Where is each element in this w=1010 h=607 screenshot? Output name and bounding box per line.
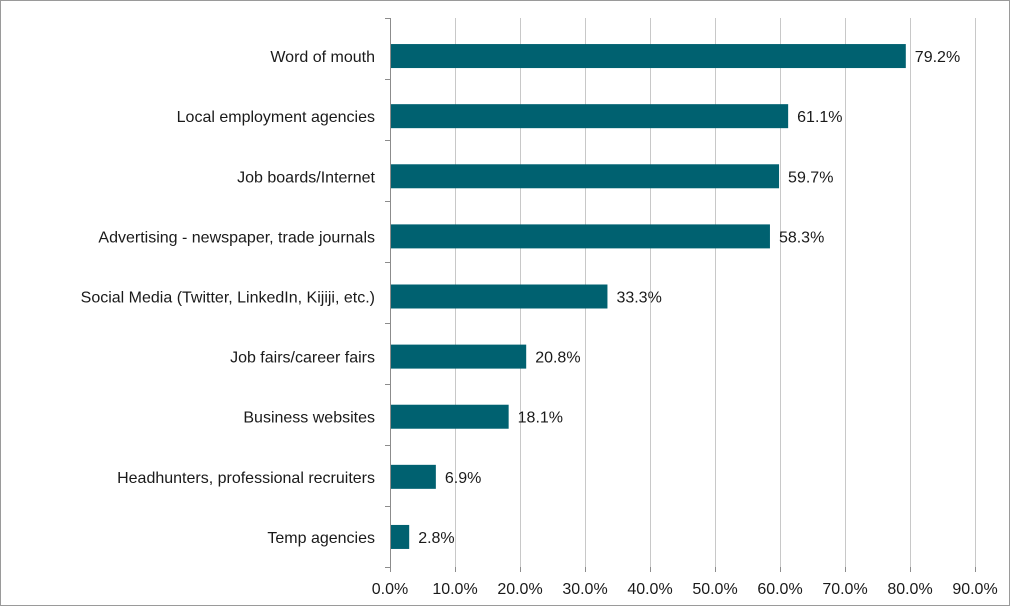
- x-tick-label: 90.0%: [952, 581, 997, 598]
- data-label: 59.7%: [788, 169, 833, 186]
- bar: [391, 104, 789, 129]
- bar: [391, 44, 906, 69]
- bars: [391, 44, 906, 549]
- data-label: 20.8%: [535, 350, 580, 367]
- bar: [391, 344, 527, 369]
- x-tick-label: 40.0%: [627, 581, 672, 598]
- bar: [391, 284, 608, 309]
- category-labels: Word of mouth Local employment agencies Jo…: [81, 49, 376, 547]
- data-label: 33.3%: [616, 290, 661, 307]
- x-tick-label: 20.0%: [497, 581, 542, 598]
- bar: [391, 464, 436, 489]
- data-label: 2.8%: [418, 530, 454, 547]
- category-label: Word of mouth: [270, 49, 375, 66]
- data-label: 61.1%: [797, 109, 842, 126]
- x-tick-label: 10.0%: [432, 581, 477, 598]
- data-label: 79.2%: [915, 49, 960, 66]
- bar: [391, 164, 780, 189]
- data-label: 18.1%: [518, 410, 563, 427]
- category-label: Job fairs/career fairs: [230, 350, 375, 367]
- x-tick-label: 30.0%: [562, 581, 607, 598]
- x-tick-label: 70.0%: [822, 581, 867, 598]
- category-label: Headhunters, professional recruiters: [117, 470, 375, 487]
- x-axis-ticks: 0.0% 10.0% 20.0% 30.0% 40.0% 50.0% 60.0% 70.0% 8…: [372, 18, 998, 598]
- data-label: 58.3%: [779, 229, 824, 246]
- category-label: Advertising - newspaper, trade journals: [98, 229, 375, 246]
- category-label: Business websites: [243, 410, 375, 427]
- x-tick-label: 60.0%: [757, 581, 802, 598]
- category-label: Job boards/Internet: [237, 169, 375, 186]
- x-tick-label: 80.0%: [887, 581, 932, 598]
- category-label: Local employment agencies: [177, 109, 375, 126]
- bar: [391, 524, 410, 549]
- category-label: Temp agencies: [267, 530, 375, 547]
- x-tick-label: 0.0%: [372, 581, 408, 598]
- x-tick-label: 50.0%: [692, 581, 737, 598]
- bar: [391, 224, 770, 249]
- category-label: Social Media (Twitter, LinkedIn, Kijiji,…: [81, 290, 375, 307]
- bar: [391, 404, 509, 429]
- value-labels: 79.2% 61.1% 59.7% 58.3% 33.3% 20.8% 18.1% 6.9% 2…: [418, 49, 960, 547]
- data-label: 6.9%: [445, 470, 481, 487]
